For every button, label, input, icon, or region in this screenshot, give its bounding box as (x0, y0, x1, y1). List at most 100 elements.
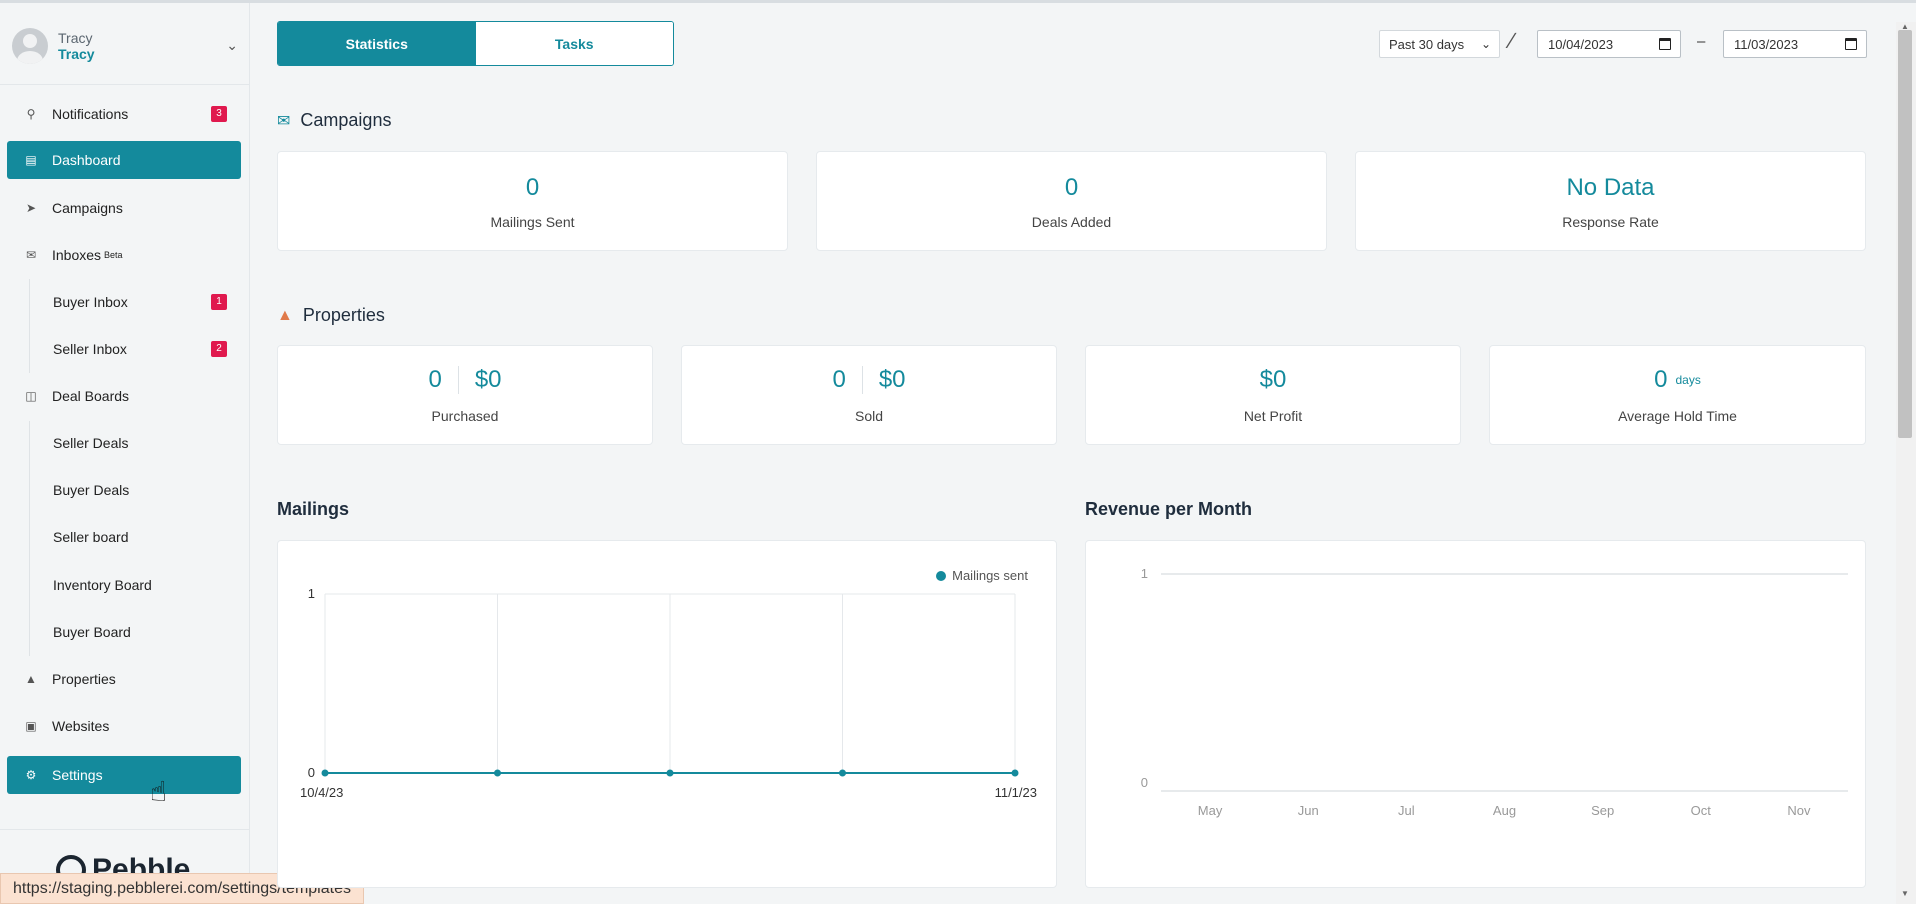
browser-icon: ▣ (25, 719, 37, 733)
mailings-chart-svg: 1 0 10/4/23 11/1/23 (300, 586, 1037, 800)
chevron-down-icon[interactable]: ⌄ (226, 37, 238, 53)
sidebar-item-label: Buyer Board (53, 624, 131, 640)
x-tick-label: 11/1/23 (995, 785, 1037, 800)
sidebar-item-label: Properties (52, 671, 116, 687)
y-tick-label: 0 (1141, 775, 1148, 790)
end-date-input[interactable]: 11/03/2023 (1723, 30, 1867, 58)
hold-time-value: 0 (1654, 366, 1668, 393)
date-range-value: Past 30 days (1389, 36, 1465, 52)
y-tick-label: 1 (1141, 566, 1148, 581)
buyer-inbox-badge: 1 (211, 294, 227, 310)
x-tick-label: May (1198, 803, 1223, 818)
calendar-icon[interactable] (1845, 38, 1857, 50)
user-menu[interactable]: Tracy Tracy ⌄ (12, 25, 240, 67)
sidebar-item-seller-deals[interactable]: Seller Deals (7, 424, 241, 462)
x-tick-label: Aug (1493, 803, 1516, 818)
x-tick-label: Oct (1691, 803, 1712, 818)
net-profit-card: $0 Net Profit (1085, 345, 1461, 445)
dashboard-icon: ▤ (25, 153, 37, 167)
sidebar-item-label: Settings (52, 767, 103, 783)
sidebar-item-websites[interactable]: ▣ Websites (7, 707, 241, 745)
sidebar-item-inventory-board[interactable]: Inventory Board (7, 566, 241, 604)
inbox-icon: ✉ (25, 248, 37, 262)
x-tick-label: Jul (1398, 803, 1415, 818)
tab-tasks[interactable]: Tasks (475, 22, 673, 65)
megaphone-icon: ➤ (25, 201, 37, 215)
hold-time-card: 0 days Average Hold Time (1489, 345, 1866, 445)
sidebar-item-campaigns[interactable]: ➤ Campaigns (7, 189, 241, 227)
scroll-down-arrow-icon[interactable]: ▼ (1901, 889, 1909, 898)
mailings-sent-value: 0 (525, 174, 540, 201)
data-point (321, 769, 329, 777)
chart-legend[interactable]: Mailings sent (936, 568, 1028, 583)
sidebar-item-properties[interactable]: ▲ Properties (7, 660, 241, 698)
deals-added-card: 0 Deals Added (816, 151, 1327, 251)
deals-added-label: Deals Added (1031, 214, 1112, 230)
sidebar-item-deal-boards[interactable]: ◫ Deal Boards (7, 377, 241, 415)
mountain-icon: ▲ (277, 306, 293, 324)
purchased-card: 0 $0 Purchased (277, 345, 653, 445)
legend-label: Mailings sent (952, 568, 1028, 583)
sidebar-item-buyer-deals[interactable]: Buyer Deals (7, 471, 241, 509)
y-tick-label: 1 (308, 586, 315, 601)
sold-amount: $0 (878, 366, 906, 393)
user-first-name: Tracy (58, 30, 93, 46)
revenue-chart: 1 0 May Jun Jul Aug Sep Oct Nov (1085, 540, 1866, 888)
sidebar-item-label: Websites (52, 718, 110, 734)
date-separator: – (1697, 33, 1706, 50)
envelope-icon: ✉ (277, 112, 291, 130)
data-point (839, 769, 846, 777)
sidebar-item-seller-board[interactable]: Seller board (7, 518, 241, 556)
sidebar-item-dashboard[interactable]: ▤ Dashboard (7, 141, 241, 179)
sidebar-item-settings[interactable]: ⚙ Settings (7, 756, 241, 794)
start-date-input[interactable]: 10/04/2023 (1537, 30, 1681, 58)
calendar-icon[interactable] (1659, 38, 1671, 50)
chevron-down-icon: ⌄ (1480, 37, 1491, 51)
net-profit-label: Net Profit (1243, 408, 1303, 424)
data-point (494, 769, 501, 777)
start-date-value: 10/04/2023 (1548, 36, 1614, 52)
campaigns-section-title: ✉ Campaigns (277, 110, 391, 131)
purchased-label: Purchased (431, 408, 499, 424)
status-bar-url: https://staging.pebblerei.com/settings/t… (0, 873, 364, 904)
slash-divider: ∕ (1510, 28, 1514, 53)
sidebar-item-label: Buyer Inbox (53, 294, 128, 310)
mailings-sent-card: 0 Mailings Sent (277, 151, 788, 251)
divider (0, 829, 250, 830)
x-tick-label: Sep (1591, 803, 1614, 818)
revenue-chart-svg: 1 0 May Jun Jul Aug Sep Oct Nov (1141, 566, 1848, 818)
sidebar-item-label: Inboxes (52, 247, 102, 263)
sidebar-item-seller-inbox[interactable]: Seller Inbox 2 (7, 330, 241, 368)
data-point (1011, 769, 1019, 777)
data-point (666, 769, 674, 777)
net-profit-amount: $0 (1259, 366, 1287, 393)
y-tick-label: 0 (308, 765, 315, 780)
x-tick-label: Jun (1298, 803, 1319, 818)
purchased-amount: $0 (474, 366, 502, 393)
mountain-icon: ▲ (25, 672, 37, 686)
response-rate-card: No Data Response Rate (1355, 151, 1866, 251)
sidebar-item-label: Seller board (53, 529, 129, 545)
sidebar-item-label: Inventory Board (53, 577, 152, 593)
section-title-text: Campaigns (300, 110, 392, 130)
sidebar-item-buyer-inbox[interactable]: Buyer Inbox 1 (7, 283, 241, 321)
sidebar-item-buyer-board[interactable]: Buyer Board (7, 613, 241, 651)
revenue-chart-title: Revenue per Month (1085, 499, 1253, 519)
sidebar-item-inboxes[interactable]: ✉ Inboxes Beta (7, 236, 241, 274)
end-date-value: 11/03/2023 (1734, 36, 1799, 52)
sidebar-item-notifications[interactable]: ⚲ Notifications 3 (7, 95, 241, 133)
user-name: Tracy (58, 46, 95, 62)
top-border (0, 0, 1916, 3)
scrollbar-thumb[interactable] (1898, 30, 1912, 438)
tab-statistics[interactable]: Statistics (278, 22, 476, 65)
sold-label: Sold (854, 408, 884, 424)
hand-cursor-icon: ☝ (150, 776, 168, 807)
gear-icon: ⚙ (25, 768, 37, 782)
scroll-up-arrow-icon[interactable]: ▲ (1901, 22, 1909, 31)
date-range-select[interactable]: Past 30 days ⌄ (1379, 30, 1500, 58)
x-tick-label: Nov (1787, 803, 1811, 818)
sidebar-item-label: Notifications (52, 106, 129, 122)
sold-count: 0 (832, 366, 846, 393)
sidebar-item-label: Dashboard (52, 152, 121, 168)
seller-inbox-badge: 2 (211, 341, 227, 357)
